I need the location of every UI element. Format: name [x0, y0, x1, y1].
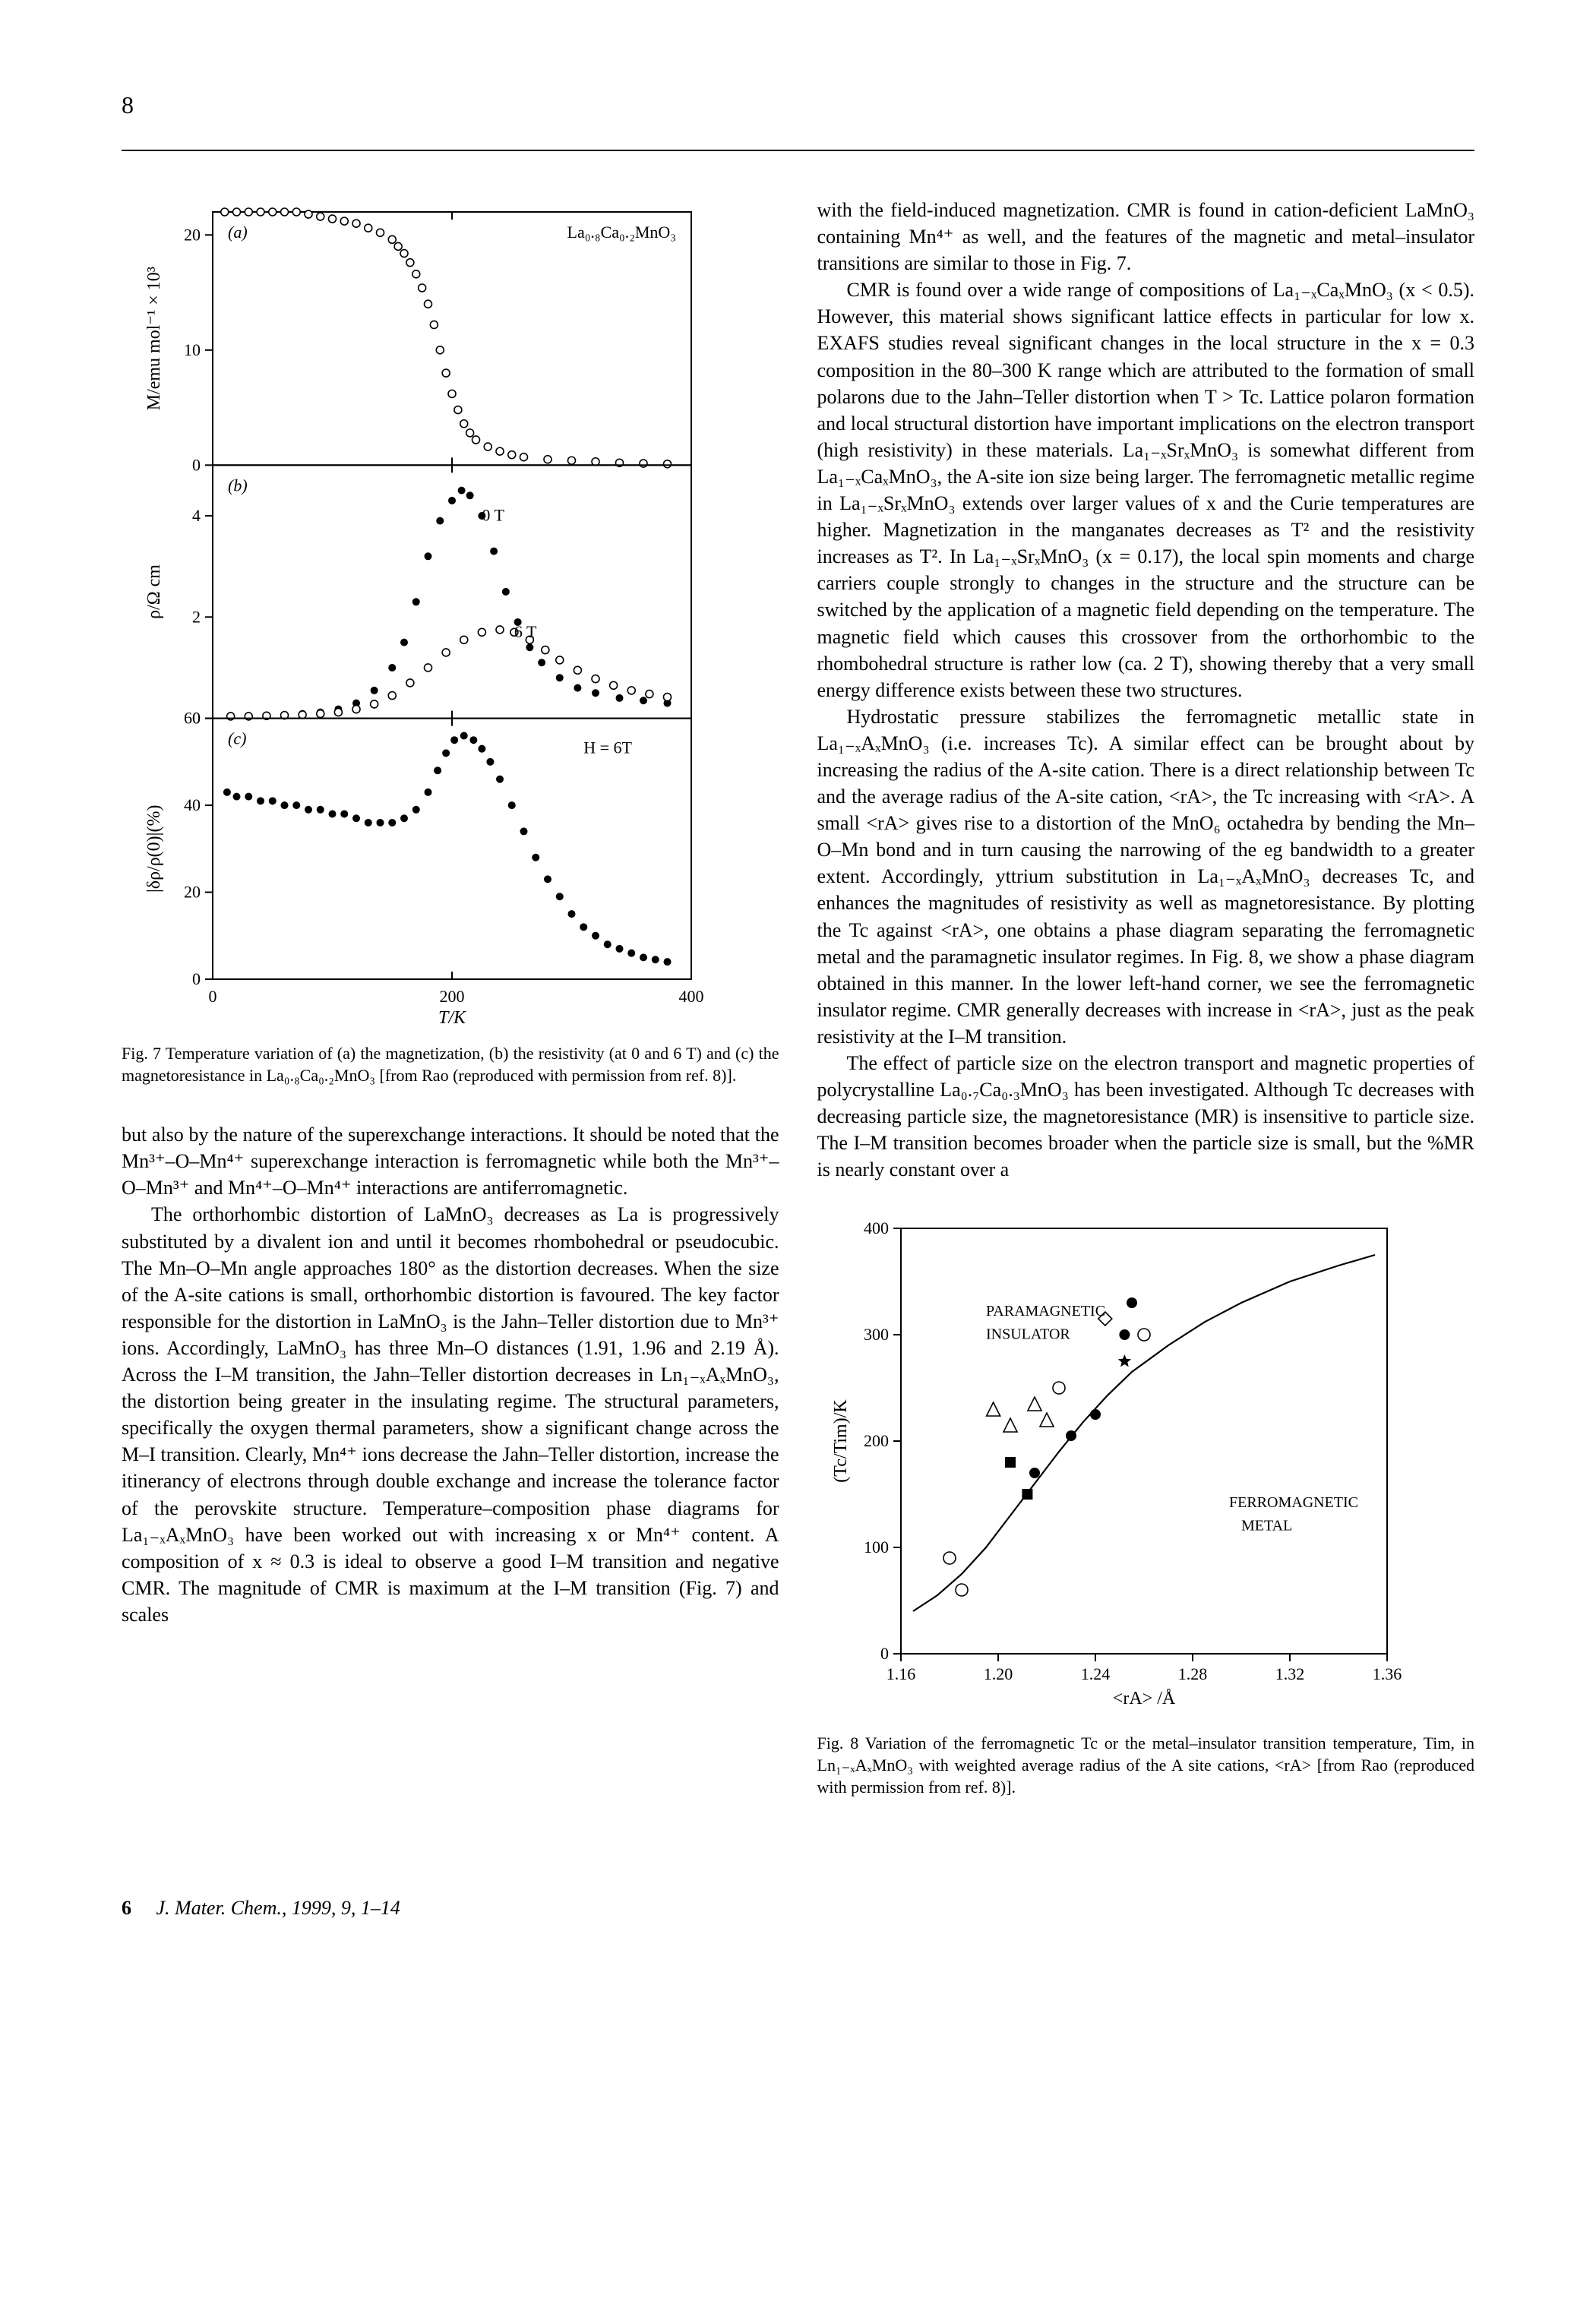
svg-text:10: 10 [184, 340, 201, 359]
figure-8: 1.16 1.20 1.24 1.28 1.32 1.36 0 100 200 300 400 <rA… [817, 1206, 1475, 1798]
figure-7: 01020M/emu mol⁻¹ × 10³(a)La₀.₈Ca₀.₂MnO₃0… [122, 197, 779, 1086]
svg-text:M/emu mol⁻¹ × 10³: M/emu mol⁻¹ × 10³ [144, 267, 164, 410]
svg-text:20: 20 [184, 883, 201, 902]
svg-text:0: 0 [192, 455, 201, 474]
svg-text:100: 100 [864, 1538, 889, 1557]
right-column: with the field-induced magnetization. CM… [817, 197, 1475, 1821]
svg-text:PARAMAGNETIC: PARAMAGNETIC [986, 1303, 1105, 1320]
svg-text:(b): (b) [228, 476, 248, 495]
svg-text:1.20: 1.20 [983, 1664, 1013, 1683]
svg-text:1.24: 1.24 [1080, 1664, 1110, 1683]
right-para-1: with the field-induced magnetization. CM… [817, 197, 1475, 277]
svg-text:1.36: 1.36 [1372, 1664, 1402, 1683]
svg-text:FERROMAGNETIC: FERROMAGNETIC [1229, 1494, 1358, 1511]
svg-text:4: 4 [192, 506, 201, 525]
svg-text:6 T: 6 T [514, 622, 537, 641]
svg-text:H = 6T: H = 6T [583, 738, 632, 757]
svg-text:0: 0 [192, 969, 201, 988]
svg-text:2: 2 [192, 607, 201, 626]
svg-text:60: 60 [184, 709, 201, 728]
svg-text:(c): (c) [228, 729, 246, 748]
svg-text:1.16: 1.16 [886, 1664, 915, 1683]
left-para-1: but also by the nature of the superexcha… [122, 1121, 779, 1201]
left-para-2: The orthorhombic distortion of LaMnO₃ de… [122, 1201, 779, 1628]
svg-text:0: 0 [880, 1644, 889, 1663]
footer-page: 6 [122, 1897, 131, 1919]
svg-text:400: 400 [679, 987, 704, 1006]
svg-text:(a): (a) [228, 223, 248, 242]
svg-text:(Tc/Tim)/K: (Tc/Tim)/K [831, 1399, 851, 1483]
footer-citation: J. Mater. Chem., 1999, 9, 1–14 [156, 1897, 400, 1919]
top-rule [122, 150, 1474, 151]
figure-8-caption: Fig. 8 Variation of the ferromagnetic Tc… [817, 1733, 1475, 1798]
svg-text:1.28: 1.28 [1177, 1664, 1207, 1683]
right-para-3: Hydrostatic pressure stabilizes the ferr… [817, 703, 1475, 1050]
svg-text:|δρ/ρ(0)|(%): |δρ/ρ(0)|(%) [144, 805, 164, 893]
svg-text:40: 40 [184, 795, 201, 814]
page-number: 8 [122, 91, 1474, 119]
svg-text:INSULATOR: INSULATOR [986, 1326, 1070, 1343]
figure-8-svg: 1.16 1.20 1.24 1.28 1.32 1.36 0 100 200 300 400 <rA… [817, 1206, 1410, 1722]
svg-text:200: 200 [864, 1431, 889, 1450]
svg-text:La₀.₈Ca₀.₂MnO₃: La₀.₈Ca₀.₂MnO₃ [567, 223, 676, 242]
svg-text:<rA> /Å: <rA> /Å [1112, 1689, 1175, 1708]
right-para-4: The effect of particle size on the elect… [817, 1050, 1475, 1183]
figure-7-caption: Fig. 7 Temperature variation of (a) the … [122, 1043, 779, 1086]
right-para-2: CMR is found over a wide range of compos… [817, 277, 1475, 703]
svg-text:300: 300 [864, 1325, 889, 1344]
two-column-layout: 01020M/emu mol⁻¹ × 10³(a)La₀.₈Ca₀.₂MnO₃0… [122, 197, 1474, 1821]
svg-text:0: 0 [209, 987, 217, 1006]
figure-7-svg: 01020M/emu mol⁻¹ × 10³(a)La₀.₈Ca₀.₂MnO₃0… [122, 197, 714, 1032]
svg-text:ρ/Ω cm: ρ/Ω cm [144, 564, 164, 619]
svg-text:T/K: T/K [438, 1008, 467, 1028]
svg-text:20: 20 [184, 225, 201, 244]
svg-text:0 T: 0 T [482, 506, 504, 525]
left-column: 01020M/emu mol⁻¹ × 10³(a)La₀.₈Ca₀.₂MnO₃0… [122, 197, 779, 1821]
svg-text:200: 200 [440, 987, 465, 1006]
footer: 6 J. Mater. Chem., 1999, 9, 1–14 [122, 1897, 1474, 1920]
svg-text:400: 400 [864, 1218, 889, 1237]
svg-text:METAL: METAL [1241, 1518, 1292, 1534]
svg-text:1.32: 1.32 [1275, 1664, 1304, 1683]
